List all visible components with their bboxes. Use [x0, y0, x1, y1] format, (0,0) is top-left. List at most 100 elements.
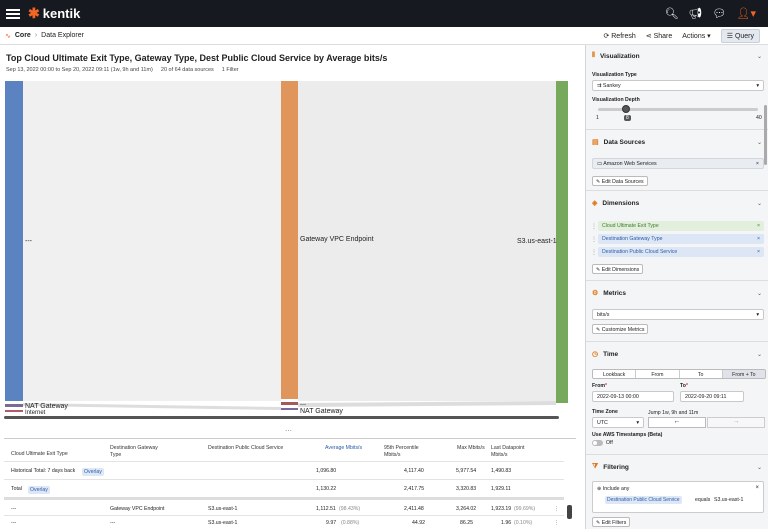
data-sources-header[interactable]: ▤ Data Sources	[592, 138, 646, 147]
metrics-select[interactable]: bits/s ▾	[592, 309, 764, 320]
breadcrumb: ∿ Core › Data Explorer	[5, 32, 84, 40]
time-header[interactable]: ◷ Time	[592, 350, 619, 359]
edit-dimensions-button[interactable]: ✎ Edit Dimensions	[592, 264, 644, 274]
header-cloud-service[interactable]: Destination Public Cloud Service	[208, 445, 284, 451]
aws-timestamps-toggle[interactable]	[592, 440, 603, 446]
refresh-button[interactable]: ⟳ Refresh	[603, 33, 636, 40]
table-scrollbar[interactable]	[567, 505, 572, 519]
query-panel: ⫴ Visualization ⌄ Visualization Type ⇉ Sa…	[585, 45, 768, 529]
remove-icon[interactable]: ×	[756, 249, 760, 255]
user-avatar-icon[interactable]: 👤︎▾	[736, 8, 757, 20]
overlay-badge: Overlay	[28, 486, 50, 494]
node-col2-dash[interactable]	[281, 402, 298, 405]
tab-to[interactable]: To	[679, 370, 723, 378]
sankey-flow-2	[298, 81, 556, 401]
edit-data-sources-button[interactable]: ✎ Edit Data Sources	[592, 176, 648, 186]
table-row[interactable]: Total Overlay 1,130.22 2,417.75 3,320.83…	[4, 479, 564, 497]
clock-icon: ◷	[592, 351, 599, 358]
header-p95[interactable]: 95th Percentile Mbits/s	[384, 445, 419, 458]
tab-lookback[interactable]: Lookback	[593, 370, 637, 378]
dimension-chip[interactable]: Destination Gateway Type ×	[598, 234, 764, 244]
header-last[interactable]: Last Datapoint Mbits/s	[491, 445, 525, 458]
header-max[interactable]: Max Mbits/s	[457, 445, 485, 451]
edit-filters-button[interactable]: ✎ Edit Filters	[592, 517, 631, 527]
chevron-down-icon[interactable]: ⌄	[756, 291, 762, 297]
visualization-type-select[interactable]: ⇉ Sankey ▾	[592, 80, 764, 91]
customize-metrics-button[interactable]: ✎ Customize Metrics	[592, 324, 649, 334]
chat-icon[interactable]: 💬︎	[712, 8, 727, 20]
filtering-header[interactable]: ⧩ Filtering	[592, 463, 629, 471]
sankey-chart: --- NAT Gateway Internet Gateway VPC End…	[4, 81, 568, 419]
filter-count[interactable]: 1 Filter	[221, 67, 239, 73]
drag-handle-icon[interactable]: ⋮ ⋮ ⋮	[591, 224, 597, 256]
resize-handle-icon[interactable]: ⋯	[285, 428, 292, 435]
depth-slider[interactable]	[598, 105, 758, 113]
query-meta: Sep 13, 2022 00:00 to Sep 20, 2022 09:11…	[6, 67, 239, 73]
row-menu-icon[interactable]: ⋮	[554, 520, 560, 526]
header-gateway-type[interactable]: Destination Gateway Type	[110, 445, 158, 458]
node-label-col2-nat: NAT Gateway	[300, 408, 343, 415]
visualization-depth-label: Visualization Depth	[592, 97, 640, 103]
row-menu-icon[interactable]: ⋮	[554, 506, 560, 512]
query-button[interactable]: ☰ Query	[720, 29, 760, 43]
dimension-chip[interactable]: Destination Public Cloud Service ×	[598, 247, 764, 257]
remove-filter-icon[interactable]: ×	[755, 485, 759, 491]
app-name: kentik	[42, 6, 81, 21]
kentik-logo-mark: ✱	[28, 5, 40, 21]
chevron-down-icon[interactable]: ⌄	[756, 465, 762, 471]
table-row[interactable]: --- Gateway VPC Endpoint S3.us-east-1 1,…	[4, 497, 564, 515]
jump-forward-button[interactable]: →	[707, 417, 765, 428]
table-row[interactable]: Historical Total: 7 days back Overlay 1,…	[4, 461, 564, 479]
node-col1-nat[interactable]	[5, 404, 23, 407]
node-col1-main[interactable]	[5, 81, 23, 401]
chevron-down-icon[interactable]: ⌄	[756, 201, 762, 207]
data-sources-count[interactable]: 20 of 64 data sources	[160, 67, 214, 73]
breadcrumb-root[interactable]: Core	[14, 32, 31, 39]
node-label-col1: ---	[25, 238, 33, 245]
filter-group[interactable]: ⊕ Include any × Destination Public Cloud…	[592, 481, 764, 513]
node-col2-main[interactable]	[281, 81, 298, 399]
dimension-chip[interactable]: Cloud Ultimate Exit Type ×	[598, 221, 764, 231]
node-col1-internet[interactable]	[5, 410, 23, 412]
tab-from[interactable]: From	[636, 370, 680, 378]
layers-icon: ◈	[592, 200, 598, 207]
to-datetime-input[interactable]: 2022-09-20 09:11	[680, 391, 744, 402]
remove-icon[interactable]: ×	[756, 236, 760, 242]
megaphone-icon[interactable]: 📢︎	[688, 8, 703, 20]
horizontal-scrollbar[interactable]	[4, 416, 559, 419]
actions-button[interactable]: Actions ▾	[682, 33, 711, 40]
remove-icon[interactable]: ×	[756, 223, 760, 229]
node-col2-nat[interactable]	[281, 408, 298, 410]
visualization-section: ⫴ Visualization ⌄ Visualization Type ⇉ Sa…	[586, 45, 768, 130]
table-row[interactable]: --- --- S3.us-east-1 9.97 (0.88%) 44.92 …	[4, 515, 564, 529]
from-datetime-input[interactable]: 2022-09-13 00:00	[592, 391, 674, 402]
kentik-logo[interactable]: ✱ kentik	[28, 5, 80, 22]
header-average[interactable]: Average Mbits/s	[325, 445, 363, 451]
panel-scrollbar[interactable]	[764, 105, 767, 165]
database-icon: ▤	[592, 139, 599, 146]
to-label: To*	[680, 383, 688, 389]
node-col3-main[interactable]	[556, 81, 568, 403]
data-source-chip[interactable]: ▭ Amazon Web Services ×	[592, 158, 764, 169]
timezone-select[interactable]: UTC ▾	[592, 417, 644, 428]
menu-icon[interactable]	[6, 8, 20, 19]
jump-label: Jump 1w, 9h and 11m	[648, 410, 699, 416]
dimensions-header[interactable]: ◈ Dimensions	[592, 199, 640, 208]
time-mode-tabs[interactable]: Lookback From To From + To	[592, 369, 766, 379]
chevron-down-icon[interactable]: ⌄	[756, 54, 762, 60]
tab-from-to[interactable]: From + To	[722, 370, 765, 378]
search-icon[interactable]: 🔍︎	[664, 8, 679, 20]
share-button[interactable]: ⋖ Share	[645, 33, 673, 40]
depth-max: 40	[756, 115, 762, 121]
chevron-down-icon[interactable]: ⌄	[756, 352, 762, 358]
remove-icon[interactable]: ×	[755, 161, 759, 167]
sankey-flow-4	[298, 401, 556, 407]
node-label-col3: S3.us-east-1	[517, 238, 557, 245]
depth-slider-handle[interactable]	[622, 105, 630, 113]
depth-min: 1	[596, 115, 599, 121]
jump-back-button[interactable]: ←	[648, 417, 706, 428]
header-exit-type[interactable]: Cloud Ultimate Exit Type	[11, 451, 68, 457]
metrics-header[interactable]: ⚙ Metrics	[592, 289, 627, 298]
visualization-header[interactable]: ⫴ Visualization	[592, 52, 640, 60]
chevron-down-icon[interactable]: ⌄	[756, 140, 762, 146]
